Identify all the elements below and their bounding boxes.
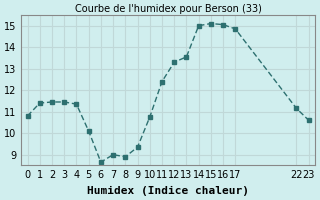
Title: Courbe de l'humidex pour Berson (33): Courbe de l'humidex pour Berson (33) (75, 4, 261, 14)
X-axis label: Humidex (Indice chaleur): Humidex (Indice chaleur) (87, 186, 249, 196)
